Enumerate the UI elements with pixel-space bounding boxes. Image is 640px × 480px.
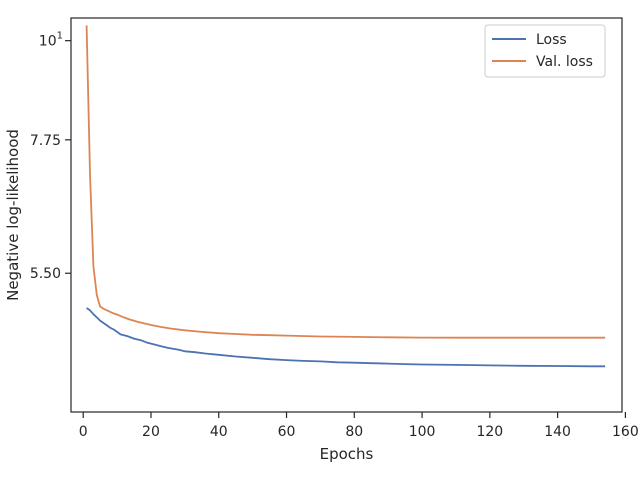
x-tick-label: 40 [210,424,228,440]
x-tick-label: 0 [79,424,88,440]
y-axis-label: Negative log-likelihood [4,129,22,301]
y-tick-label: 5.50 [30,266,61,282]
legend: Loss Val. loss [484,24,606,78]
x-tick-label: 80 [345,424,363,440]
x-tick-label: 60 [278,424,296,440]
y-axis-ticks: 101 7.75 5.50 [30,31,71,282]
legend-label-val-loss: Val. loss [536,54,593,70]
x-axis-ticks: 0 20 40 60 80 100 120 140 160 [79,412,639,440]
x-tick-label: 100 [409,424,436,440]
y-tick-label: 101 [39,31,63,50]
y-tick-label: 7.75 [30,133,61,149]
x-tick-label: 140 [544,424,571,440]
x-axis-label: Epochs [320,445,374,463]
x-tick-label: 120 [476,424,503,440]
x-tick-label: 160 [612,424,639,440]
x-tick-label: 20 [142,424,160,440]
series-line-loss [86,307,606,368]
series-layer [85,25,606,368]
series-line-val-loss [85,25,606,339]
legend-label-loss: Loss [536,32,567,48]
